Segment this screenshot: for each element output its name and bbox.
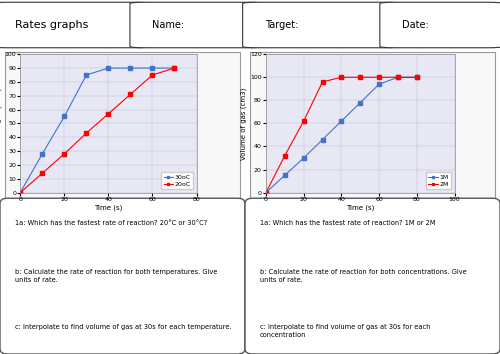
20oC	[84, 131, 89, 135]
2M	[414, 75, 420, 79]
20oC	[172, 66, 177, 70]
Text: Date:: Date:	[402, 20, 428, 30]
2M	[376, 75, 382, 79]
2M	[320, 80, 326, 84]
FancyBboxPatch shape	[0, 198, 245, 354]
Legend: 30oC, 20oC: 30oC, 20oC	[161, 172, 194, 189]
Y-axis label: Volume of gas (cm3): Volume of gas (cm3)	[0, 87, 2, 160]
FancyBboxPatch shape	[130, 2, 262, 48]
1M	[395, 75, 401, 79]
FancyBboxPatch shape	[5, 52, 240, 200]
Line: 20oC: 20oC	[18, 66, 176, 194]
1M	[282, 173, 288, 177]
X-axis label: Time (s): Time (s)	[346, 205, 374, 211]
20oC	[18, 190, 24, 195]
Text: Target:: Target:	[264, 20, 298, 30]
Line: 2M: 2M	[264, 75, 418, 194]
20oC	[40, 171, 46, 175]
Text: c: Interpolate to find volume of gas at 30s for each
concentration: c: Interpolate to find volume of gas at …	[260, 324, 430, 338]
Text: Rates graphs: Rates graphs	[15, 20, 88, 30]
Text: Name:: Name:	[152, 20, 184, 30]
30oC	[62, 114, 68, 119]
2M	[300, 119, 306, 123]
30oC	[150, 66, 156, 70]
FancyBboxPatch shape	[380, 2, 500, 48]
FancyBboxPatch shape	[250, 52, 495, 200]
Text: 1a: Which has the fastest rate of reaction? 20°C or 30°C?: 1a: Which has the fastest rate of reacti…	[15, 219, 208, 225]
1M	[414, 75, 420, 79]
1M	[357, 101, 363, 105]
Text: c: Interpolate to find volume of gas at 30s for each temperature.: c: Interpolate to find volume of gas at …	[15, 324, 232, 330]
1M	[300, 156, 306, 160]
FancyBboxPatch shape	[245, 198, 500, 354]
FancyBboxPatch shape	[0, 2, 150, 48]
2M	[357, 75, 363, 79]
20oC	[128, 92, 134, 97]
Text: b: Calculate the rate of reaction for both concentrations. Give
units of rate.: b: Calculate the rate of reaction for bo…	[260, 269, 467, 283]
20oC	[106, 112, 112, 116]
1M	[376, 82, 382, 86]
1M	[263, 190, 269, 195]
20oC	[150, 73, 156, 77]
1M	[320, 137, 326, 142]
X-axis label: Time (s): Time (s)	[94, 205, 122, 211]
Text: b: Calculate the rate of reaction for both temperatures. Give
units of rate.: b: Calculate the rate of reaction for bo…	[15, 269, 218, 283]
2M	[282, 154, 288, 158]
2M	[263, 190, 269, 195]
Legend: 1M, 2M: 1M, 2M	[426, 172, 452, 189]
30oC	[172, 66, 177, 70]
Line: 30oC: 30oC	[18, 66, 176, 194]
Line: 1M: 1M	[264, 75, 418, 194]
2M	[395, 75, 401, 79]
30oC	[128, 66, 134, 70]
30oC	[40, 152, 46, 156]
30oC	[18, 190, 24, 195]
1M	[338, 119, 344, 123]
FancyBboxPatch shape	[242, 2, 400, 48]
Y-axis label: Volume of gas (cm3): Volume of gas (cm3)	[240, 87, 247, 160]
20oC	[62, 152, 68, 156]
2M	[338, 75, 344, 79]
Text: 1a: Which has the fastest rate of reaction? 1M or 2M: 1a: Which has the fastest rate of reacti…	[260, 219, 436, 225]
30oC	[84, 73, 89, 77]
30oC	[106, 66, 112, 70]
